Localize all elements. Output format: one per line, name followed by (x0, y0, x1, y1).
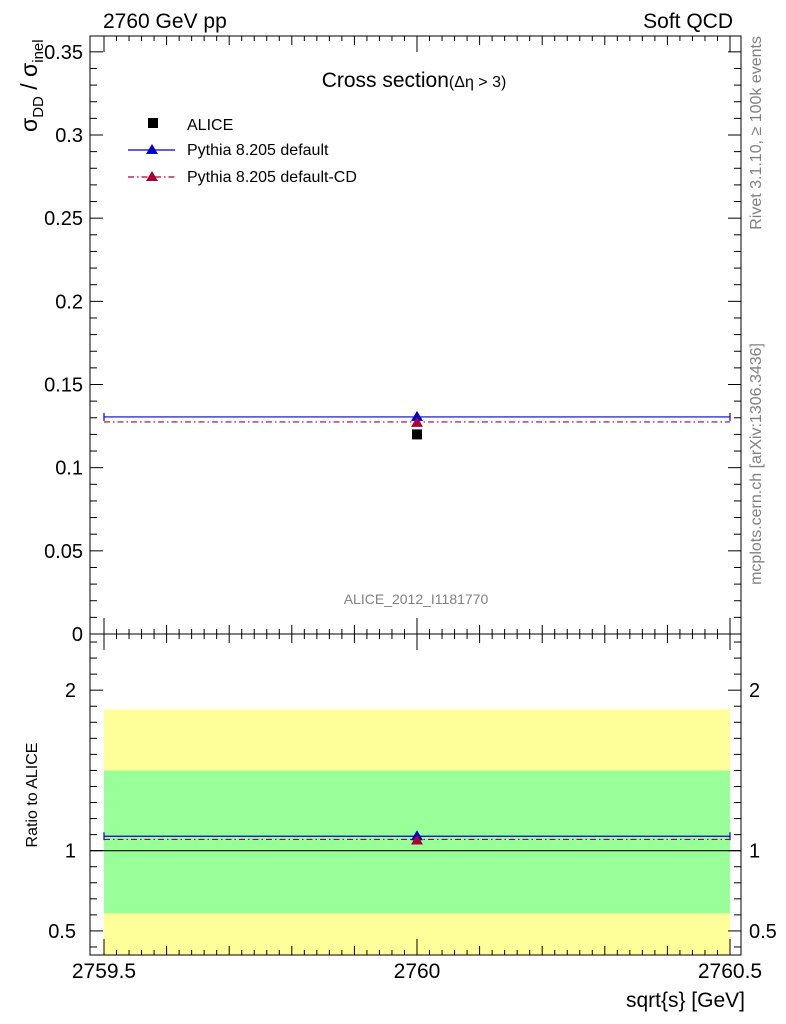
legend: ALICE Pythia 8.205 default Pythia 8.205 … (128, 117, 357, 186)
main-ytick-label: 0.3 (55, 125, 83, 147)
plot-title-sub: (Δη > 3) (449, 74, 506, 91)
ylabel-sub1: DD (30, 96, 47, 118)
series-alice-point (412, 429, 422, 440)
main-ytick-label: 0.2 (55, 291, 83, 313)
ratio-plot (90, 830, 741, 852)
xtick-label: 2760 (394, 960, 441, 983)
xtick-label: 2759.5 (72, 960, 136, 983)
mcplots-label: mcplots.cern.ch [arXiv:1306.3436] (748, 343, 765, 585)
plot-title: Cross section(Δη > 3) (322, 69, 507, 92)
main-ytick-label: 0 (72, 624, 83, 646)
analysis-label: ALICE_2012_I1181770 (344, 591, 489, 607)
ylabel-sep: / (16, 77, 42, 96)
ylabel-sigma2: σ (16, 63, 42, 77)
rivet-label: Rivet 3.1.10, ≥ 100k events (748, 36, 765, 230)
ratio-axis-ticks: 0.5 0.5 1 1 2 2 2759.5 2760 2760.5 (48, 634, 777, 983)
series-default-point (411, 410, 423, 421)
header-right: Soft QCD (643, 10, 733, 33)
x-axis-label: sqrt{s} [GeV] (626, 989, 745, 1012)
ratio-cd-point (411, 834, 423, 845)
main-ytick-label: 0.25 (44, 208, 83, 230)
ylabel-sub2: inel (30, 39, 47, 62)
main-ytick-label: 0.1 (55, 458, 83, 480)
ratio-ytick-label-left: 1 (65, 841, 76, 863)
header-left: 2760 GeV pp (103, 10, 227, 33)
main-ytick-label: 0.15 (44, 375, 83, 397)
ratio-ytick-label-right: 2 (749, 680, 760, 702)
main-ytick-label: 0.35 (44, 42, 83, 64)
legend-default-marker (146, 144, 158, 154)
main-plot (103, 410, 731, 440)
xtick-label: 2760.5 (698, 960, 762, 983)
legend-alice-marker (148, 118, 158, 128)
ratio-ylabel: Ratio to ALICE (24, 743, 41, 848)
ratio-ytick-label-right: 0.5 (749, 921, 777, 943)
ratio-frame (89, 633, 742, 956)
main-axis-ticks: 0 0.05 0.1 0.15 0.2 0.25 0.3 0.35 (44, 36, 741, 646)
main-ytick-label: 0.05 (44, 541, 83, 563)
legend-cd-marker (146, 171, 158, 181)
ratio-ytick-label-left: 2 (65, 680, 76, 702)
legend-alice-label: ALICE (187, 117, 233, 134)
series-cd-point (411, 416, 423, 427)
main-ylabel: σDD / σinel (16, 39, 47, 132)
plot-title-main: Cross section (322, 69, 449, 92)
legend-default-label: Pythia 8.205 default (187, 142, 329, 159)
ylabel-sigma1: σ (16, 118, 42, 132)
ratio-ytick-label-right: 1 (749, 841, 760, 863)
ratio-ytick-label-left: 0.5 (48, 921, 76, 943)
legend-cd-label: Pythia 8.205 default-CD (187, 169, 357, 186)
